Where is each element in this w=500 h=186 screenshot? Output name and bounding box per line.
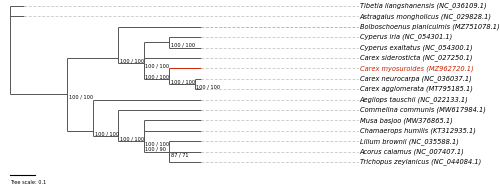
Text: Carex siderosticta (NC_027250.1): Carex siderosticta (NC_027250.1) <box>360 54 472 61</box>
Text: Carex neurocarpa (NC_036037.1): Carex neurocarpa (NC_036037.1) <box>360 75 472 82</box>
Text: Carex myosuroides (MZ962720.1): Carex myosuroides (MZ962720.1) <box>360 65 473 72</box>
Text: 87 / 71: 87 / 71 <box>171 152 188 157</box>
Text: 100 / 100: 100 / 100 <box>146 74 170 79</box>
Text: 100 / 100: 100 / 100 <box>146 64 170 69</box>
Text: 100 / 100: 100 / 100 <box>69 95 93 100</box>
Text: 100 / 100: 100 / 100 <box>146 142 170 147</box>
Text: 100 / 100: 100 / 100 <box>94 131 118 136</box>
Text: 100 / 100: 100 / 100 <box>171 79 195 84</box>
Text: Commelina communis (MW617984.1): Commelina communis (MW617984.1) <box>360 107 486 113</box>
Text: 100 / 90: 100 / 90 <box>146 147 167 152</box>
Text: 100 / 100: 100 / 100 <box>171 43 195 48</box>
Text: Trichopus zeylanicus (NC_044084.1): Trichopus zeylanicus (NC_044084.1) <box>360 159 481 165</box>
Text: Cyperus iria (NC_054301.1): Cyperus iria (NC_054301.1) <box>360 34 452 41</box>
Text: 100 / 100: 100 / 100 <box>120 137 144 142</box>
Text: 100 / 100: 100 / 100 <box>196 85 220 89</box>
Text: Musa basjoo (MW376865.1): Musa basjoo (MW376865.1) <box>360 117 452 124</box>
Text: Lilium brownii (NC_035588.1): Lilium brownii (NC_035588.1) <box>360 138 458 145</box>
Text: Cyperus exaltatus (NC_054300.1): Cyperus exaltatus (NC_054300.1) <box>360 44 472 51</box>
Text: Acorus calamus (NC_007407.1): Acorus calamus (NC_007407.1) <box>360 148 465 155</box>
Text: Chamaerops humilis (KT312935.1): Chamaerops humilis (KT312935.1) <box>360 127 476 134</box>
Text: Astragalus mongholicus (NC_029828.1): Astragalus mongholicus (NC_029828.1) <box>360 13 492 20</box>
Text: Tree scale: 0.1: Tree scale: 0.1 <box>10 180 46 185</box>
Text: Aegilops tauschii (NC_022133.1): Aegilops tauschii (NC_022133.1) <box>360 96 469 103</box>
Text: Bolboschoenus planiculmis (MZ751078.1): Bolboschoenus planiculmis (MZ751078.1) <box>360 23 499 30</box>
Text: 100 / 100: 100 / 100 <box>120 59 144 64</box>
Text: Tibetia liangshanensis (NC_036109.1): Tibetia liangshanensis (NC_036109.1) <box>360 2 486 9</box>
Text: Carex agglomerata (MT795185.1): Carex agglomerata (MT795185.1) <box>360 86 472 92</box>
